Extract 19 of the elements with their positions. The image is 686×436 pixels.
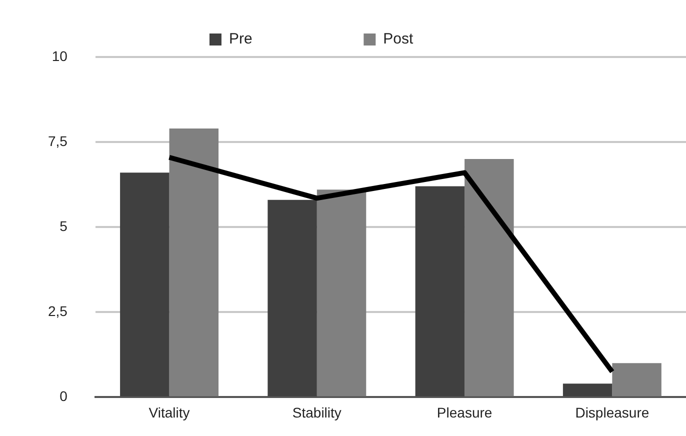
- legend-label: Post: [383, 30, 497, 48]
- x-tick-label: Vitality: [148, 404, 190, 420]
- y-tick-label: 5: [60, 218, 68, 234]
- bar: [120, 172, 170, 396]
- x-tick-label: Pleasure: [436, 404, 492, 420]
- bar: [169, 128, 219, 396]
- bar: [464, 159, 514, 396]
- bar: [415, 186, 465, 396]
- bar: [316, 190, 366, 396]
- bar: [268, 200, 317, 396]
- bar: [562, 384, 612, 396]
- y-tick-label: 7,5: [48, 132, 68, 149]
- y-tick-label: 0: [60, 388, 68, 404]
- x-tick-label: Stability: [292, 404, 342, 420]
- bar: [612, 363, 662, 396]
- y-tick-label: 10: [52, 48, 68, 64]
- x-tick-label: Displeasure: [575, 404, 650, 420]
- y-tick-label: 2,5: [48, 303, 68, 320]
- legend-label: Pre: [228, 30, 336, 48]
